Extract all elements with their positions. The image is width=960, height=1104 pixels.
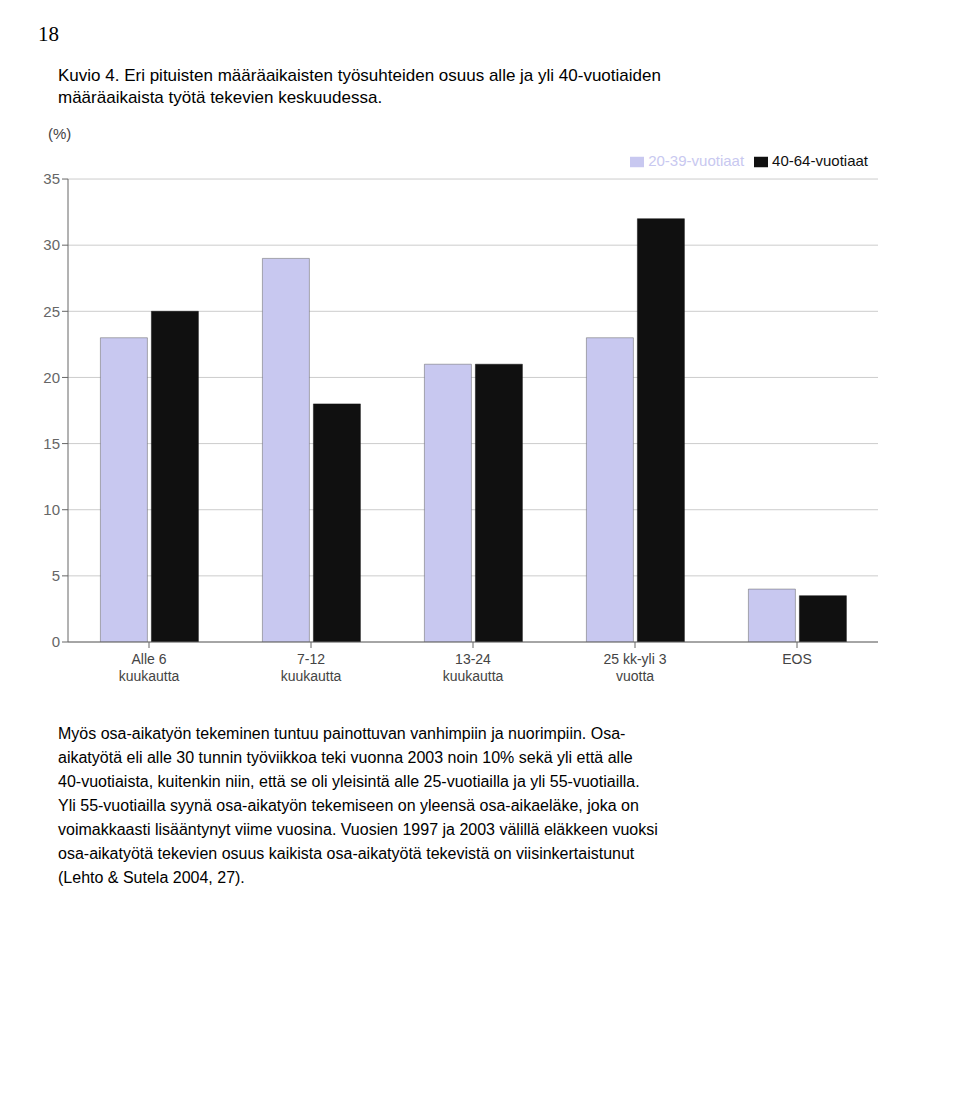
svg-text:15: 15 xyxy=(43,435,60,452)
svg-text:Alle 6kuukautta: Alle 6kuukautta xyxy=(119,651,180,684)
svg-text:25 kk-yli 3vuotta: 25 kk-yli 3vuotta xyxy=(603,651,666,684)
svg-text:20: 20 xyxy=(43,369,60,386)
html-text:20-39-vuotiaat: 20-39-vuotiaat xyxy=(648,152,745,170)
html-text:Kuvio 4. Eri pituisten määräai: Kuvio 4. Eri pituisten määräaikaisten ty… xyxy=(58,66,661,108)
svg-text:13-24kuukautta: 13-24kuukautta xyxy=(443,651,504,684)
html-text:18: 18 xyxy=(38,22,59,46)
svg-text:25: 25 xyxy=(43,303,60,320)
svg-text:7-12kuukautta: 7-12kuukautta xyxy=(281,651,342,684)
svg-text:0: 0 xyxy=(52,634,60,651)
html-text:40-64-vuotiaat: 40-64-vuotiaat xyxy=(772,152,868,170)
svg-text:EOS: EOS xyxy=(782,651,812,667)
svg-text:30: 30 xyxy=(43,237,60,254)
html-text:Myös osa-aikatyön tekeminen tu: Myös osa-aikatyön tekeminen tuntuu paino… xyxy=(58,725,658,887)
svg-text:35: 35 xyxy=(43,171,60,188)
svg-text:10: 10 xyxy=(43,501,60,518)
svg-text:5: 5 xyxy=(52,567,60,584)
